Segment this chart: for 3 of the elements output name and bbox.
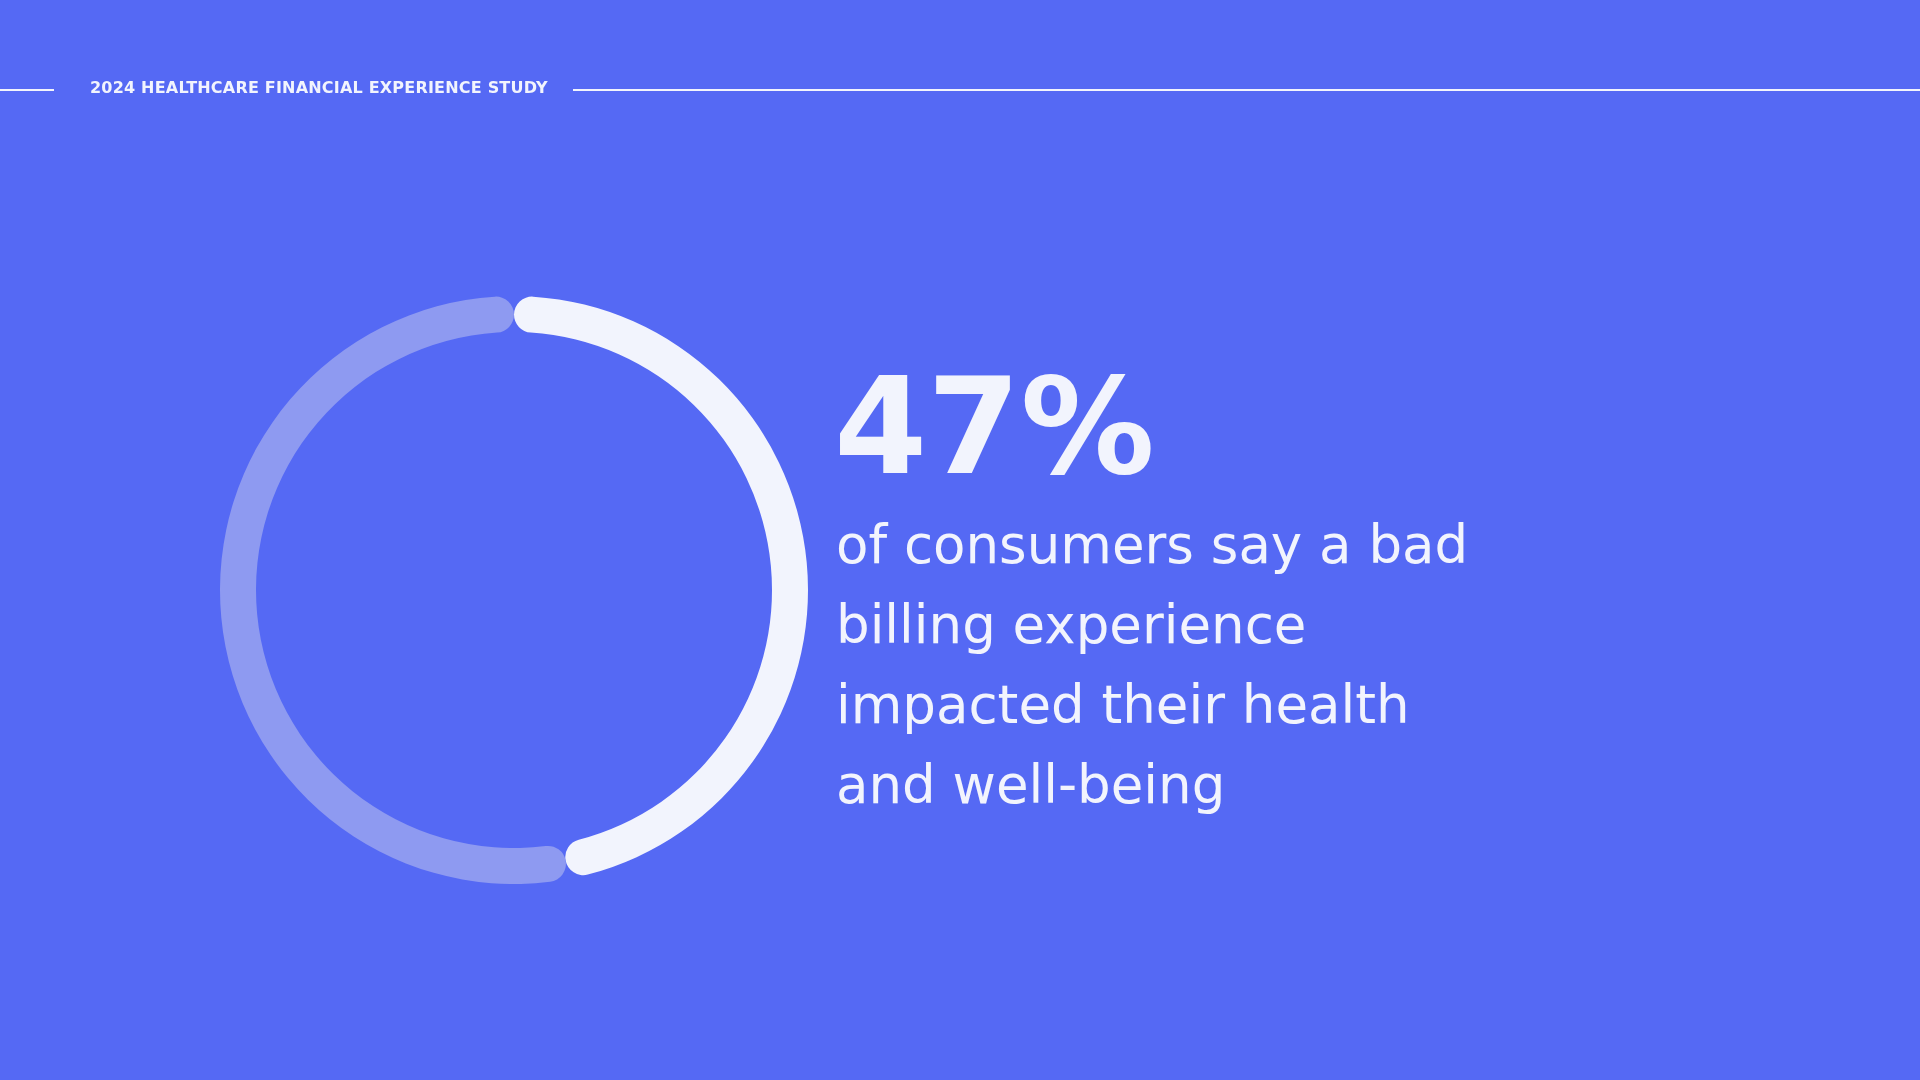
chart-title: 2024 HEALTHCARE FINANCIAL EXPERIENCE STUDY: [90, 78, 548, 97]
data-label: 47%: [834, 349, 1155, 505]
text: of consumers say a bad billing experience impacted their health and well-being: [836, 513, 1470, 817]
